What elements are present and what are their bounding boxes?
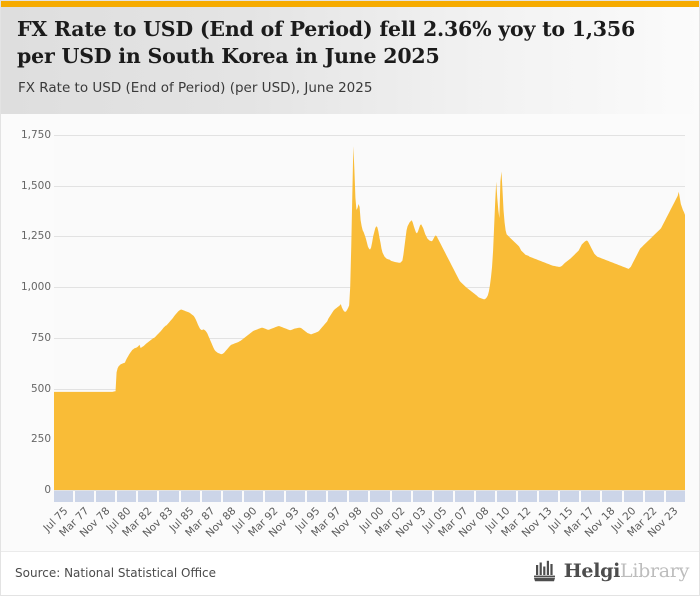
x-axis-tick-cell (286, 491, 308, 502)
x-axis-tick-cell (539, 491, 561, 502)
x-axis-tick-cell (138, 491, 160, 502)
gridline (54, 185, 685, 187)
y-axis-tick-label: 0 (44, 484, 51, 496)
x-axis-tick-band (54, 491, 685, 502)
x-axis-tick-cell (454, 491, 476, 502)
x-axis-tick-cell (349, 491, 371, 502)
x-axis-tick-cell (391, 491, 413, 502)
y-axis-tick-label: 750 (30, 331, 51, 344)
x-axis-tick-cell (243, 491, 265, 502)
helgi-library-logo[interactable]: HelgiLibrary (532, 560, 689, 582)
x-axis-tick-cell (665, 491, 685, 502)
gridline (54, 135, 685, 136)
x-axis-tick-cell (602, 491, 624, 502)
x-axis-tick-cell (518, 491, 540, 502)
logo-wordmark: HelgiLibrary (563, 560, 690, 582)
x-axis-tick-cell (222, 491, 244, 502)
y-axis-tick-label: 500 (30, 382, 51, 395)
x-axis-tick-cell (264, 491, 287, 502)
x-axis-tick-cell (75, 491, 97, 502)
x-axis-tick-cell (96, 491, 118, 502)
logo-library-text: Library (620, 560, 689, 582)
x-axis-tick-cell (644, 491, 666, 502)
x-axis-tick-cell (180, 491, 202, 502)
series-area-path (54, 146, 685, 490)
series-area-chart (54, 146, 685, 490)
plot-area: 0 250 500 750 1,000 1,250 1,500 1,750 Jul 75 Mar… (1, 114, 699, 551)
gridline (54, 490, 685, 491)
x-axis-tick-cell (433, 491, 455, 502)
x-axis-tick-cell (201, 491, 223, 502)
page-title: FX Rate to USD (End of Period) fell 2.36… (17, 17, 636, 69)
x-axis-tick-cell (623, 491, 645, 502)
gridline (54, 236, 685, 238)
x-axis-tick-cell (581, 491, 603, 502)
library-building-icon (533, 560, 555, 582)
chart-subtitle: FX Rate to USD (End of Period) (per USD)… (18, 80, 373, 97)
y-axis-tick-label: 250 (30, 433, 51, 446)
x-axis-tick-cell (370, 491, 392, 502)
y-axis-tick-label: 1,000 (20, 281, 51, 294)
x-axis-tick-cell (560, 491, 582, 502)
source-note: Source: National Statistical Office (15, 566, 217, 580)
chart-header: FX Rate to USD (End of Period) fell 2.36… (1, 7, 699, 114)
x-axis-tick-cell (328, 491, 350, 502)
logo-helgi-text: Helgi (563, 560, 621, 582)
x-axis-tick-cell (475, 491, 497, 502)
x-axis-tick-cell (159, 491, 181, 502)
x-axis-labels: Jul 75 Mar 77 Nov 78 Jul 80 Mar 82 Nov 83 Jul … (1, 503, 699, 549)
y-axis-tick-label: 1,500 (20, 179, 51, 192)
y-axis-tick-label: 1,250 (20, 230, 51, 243)
x-axis-tick-cell (412, 491, 434, 502)
x-axis-tick-cell (496, 491, 519, 502)
x-axis-tick-cell (117, 491, 139, 502)
y-axis-tick-label: 1,750 (20, 129, 51, 141)
x-axis-tick-cell (54, 491, 76, 502)
chart-footer: Source: National Statistical Office Helg… (1, 551, 699, 595)
x-axis-tick-cell (307, 491, 329, 502)
top-accent-bar (1, 1, 699, 7)
